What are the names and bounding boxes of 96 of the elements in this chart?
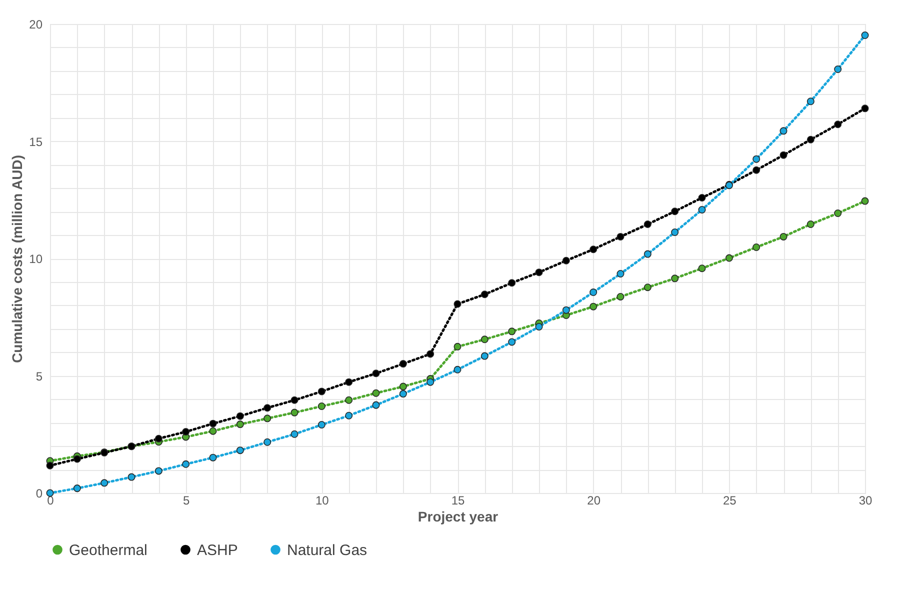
point <box>46 462 54 470</box>
point <box>834 66 842 74</box>
legend-label: ASHP <box>197 542 238 559</box>
x-tick-label: 20 <box>587 494 601 508</box>
point <box>236 420 244 428</box>
point <box>399 390 407 398</box>
point <box>616 270 624 278</box>
y-tick-label: 10 <box>29 252 43 266</box>
point <box>590 288 598 296</box>
point <box>345 412 353 420</box>
point <box>290 408 298 416</box>
point <box>264 438 272 446</box>
point <box>480 352 488 360</box>
point <box>535 322 543 330</box>
point <box>154 434 162 442</box>
x-tick-label: 15 <box>451 494 465 508</box>
point <box>590 246 598 254</box>
point <box>372 389 380 397</box>
point <box>644 250 652 258</box>
point <box>752 243 760 251</box>
point <box>209 454 217 462</box>
point <box>752 166 760 174</box>
point <box>399 360 407 368</box>
x-tick-label: 10 <box>315 494 330 508</box>
point <box>780 151 788 159</box>
point <box>182 428 190 436</box>
point <box>644 284 652 292</box>
point <box>616 292 624 300</box>
point <box>834 209 842 217</box>
point <box>128 473 136 481</box>
point <box>100 479 108 487</box>
point <box>426 378 434 386</box>
point <box>345 378 353 386</box>
y-axis-title: Cumulative costs (million AUD) <box>9 155 26 363</box>
point <box>372 370 380 378</box>
point <box>209 420 217 428</box>
x-tick-label: 30 <box>858 494 872 508</box>
point <box>644 220 652 228</box>
point <box>454 300 462 308</box>
point <box>834 120 842 128</box>
point <box>806 220 814 228</box>
legend-label: Natural Gas <box>287 542 368 559</box>
point <box>806 136 814 144</box>
point <box>861 197 869 205</box>
x-axis-title: Project year <box>418 508 499 524</box>
point <box>290 396 298 404</box>
point <box>154 467 162 475</box>
point <box>480 336 488 344</box>
point <box>725 254 733 262</box>
point <box>698 206 706 214</box>
point <box>698 264 706 272</box>
x-tick-label: 0 <box>47 494 54 508</box>
point <box>616 232 624 240</box>
point <box>671 228 679 236</box>
point <box>508 279 516 287</box>
point <box>508 328 516 336</box>
point <box>535 268 543 276</box>
point <box>209 427 217 435</box>
point <box>318 402 326 410</box>
point <box>861 32 869 40</box>
point <box>562 256 570 264</box>
point <box>182 460 190 468</box>
point <box>236 412 244 420</box>
x-tick-label: 5 <box>182 494 190 508</box>
x-tick-label: 25 <box>722 494 737 508</box>
point <box>264 414 272 422</box>
point <box>454 366 462 374</box>
point <box>290 430 298 438</box>
point <box>780 232 788 240</box>
point <box>426 350 434 358</box>
point <box>318 388 326 396</box>
y-tick-label: 20 <box>29 18 43 32</box>
point <box>752 155 760 163</box>
legend-label: Geothermal <box>69 542 148 559</box>
point <box>861 104 869 112</box>
point <box>264 404 272 412</box>
point <box>345 396 353 404</box>
point <box>73 484 81 492</box>
point <box>562 306 570 314</box>
point <box>671 274 679 282</box>
point <box>236 446 244 454</box>
point <box>508 338 516 346</box>
point <box>454 342 462 350</box>
point <box>806 98 814 106</box>
y-tick-label: 5 <box>36 369 43 384</box>
point <box>698 194 706 202</box>
point <box>780 127 788 135</box>
point <box>46 489 54 497</box>
point <box>590 302 598 310</box>
point <box>318 421 326 429</box>
y-tick-label: 15 <box>29 134 43 149</box>
point <box>671 208 679 216</box>
point <box>73 455 81 463</box>
point <box>372 401 380 409</box>
point <box>480 290 488 298</box>
point <box>399 382 407 390</box>
